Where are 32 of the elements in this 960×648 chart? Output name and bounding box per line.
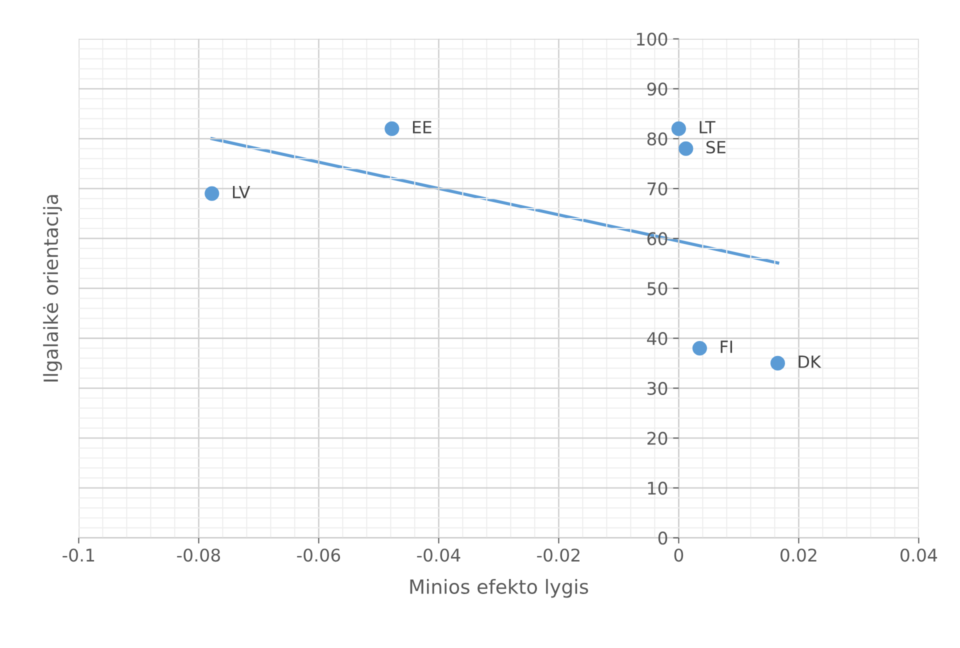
- annotation: LV: [233, 186, 250, 198]
- annotation: LT: [700, 121, 716, 134]
- point: [692, 340, 708, 356]
- x-tick-label: 0.04: [900, 548, 938, 562]
- x-axis-title: Minios efekto lygis: [410, 578, 588, 598]
- y-tick-label: 10: [648, 482, 668, 495]
- annotation: FI: [720, 340, 732, 353]
- y-tick-label: 40: [647, 332, 668, 346]
- y-tick-label: 90: [647, 82, 668, 96]
- y-axis-title: Ilgalaikė orientacija: [43, 195, 62, 382]
- y-tick-label: 70: [648, 182, 668, 196]
- y-tick-label: 30: [648, 382, 668, 395]
- y-tick-label: 20: [647, 432, 668, 445]
- x-tick-label: 0: [674, 548, 684, 562]
- annotation: EE: [413, 121, 432, 134]
- y-tick-label: 50: [648, 282, 668, 296]
- x-tick-label: 0.02: [780, 548, 816, 562]
- point: [678, 141, 694, 156]
- point: [384, 121, 400, 136]
- x-tick-label: -0.06: [297, 548, 340, 562]
- x-tick-label: -0.1: [62, 548, 94, 562]
- point: [671, 121, 686, 136]
- annotation: DK: [798, 356, 822, 368]
- y-tick-label: 80: [647, 132, 668, 146]
- point: [204, 186, 220, 201]
- x-tick-label: -0.02: [537, 548, 580, 562]
- x-tick-label: -0.08: [177, 548, 220, 562]
- y-tick-label: 100: [637, 32, 668, 46]
- y-tick-label: 0: [658, 532, 668, 545]
- annotation: SE: [706, 140, 726, 154]
- x-tick-label: -0.04: [417, 548, 460, 562]
- point: [770, 356, 786, 370]
